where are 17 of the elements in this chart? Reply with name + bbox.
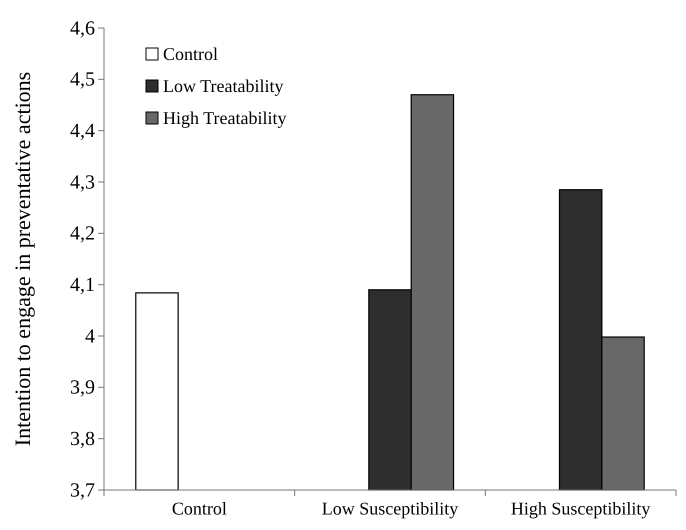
- y-tick-label: 3,7: [70, 479, 95, 502]
- legend-label: Control: [163, 44, 218, 64]
- x-tick-label: Low Susceptibility: [322, 498, 458, 519]
- legend-label: Low Treatability: [163, 76, 284, 96]
- legend-label: High Treatability: [163, 108, 287, 128]
- y-tick-label: 3,8: [70, 428, 95, 450]
- y-axis-title: Intention to engage in preventative actions: [10, 72, 35, 446]
- y-tick-label: 4,2: [70, 222, 95, 245]
- x-tick-label: High Susceptibility: [510, 498, 650, 519]
- x-tick-label: Control: [172, 498, 227, 519]
- y-tick-label: 4,6: [70, 17, 95, 40]
- y-tick-label: 4,1: [70, 274, 95, 296]
- y-tick-label: 4,4: [70, 120, 95, 142]
- y-tick-label: 4: [85, 325, 95, 348]
- y-tick-label: 4,3: [70, 171, 95, 194]
- y-tick-label: 3,9: [70, 376, 95, 399]
- y-tick-label: 4,5: [70, 68, 95, 91]
